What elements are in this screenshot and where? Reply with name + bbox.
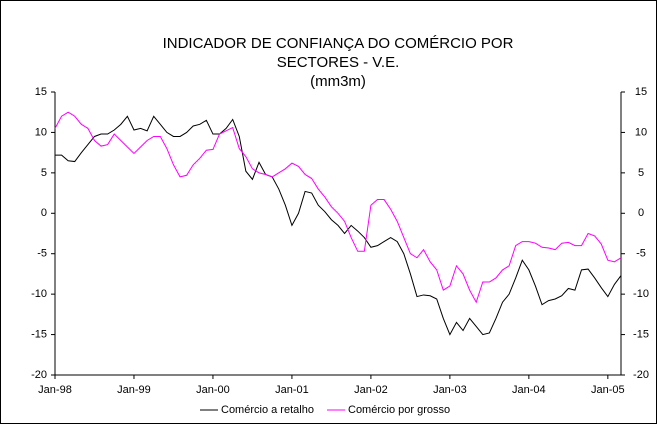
x-tick-label: Jan-03 (433, 384, 467, 396)
y-tick-label: 15 (35, 86, 47, 98)
y-tick-label: 10 (35, 126, 47, 138)
x-tick-label: Jan-05 (591, 384, 625, 396)
x-tick-label: Jan-98 (38, 384, 72, 396)
chart-title: (mm3m) (310, 73, 366, 90)
y-tick-label: -5 (37, 248, 47, 260)
y2-tick-label: -10 (633, 288, 649, 300)
y2-tick-label: 15 (635, 86, 647, 98)
series-line (55, 115, 622, 336)
x-tick-label: Jan-99 (117, 384, 151, 396)
chart-title: SECTORES - V.E. (277, 54, 400, 71)
legend-label: Comércio por grosso (348, 404, 450, 416)
y2-tick-label: -15 (633, 328, 649, 340)
y2-tick-label: -20 (633, 369, 649, 381)
x-tick-label: Jan-04 (512, 384, 546, 396)
y2-tick-label: -5 (636, 248, 646, 260)
y-tick-label: -20 (31, 369, 47, 381)
y2-tick-label: 10 (635, 126, 647, 138)
series-line (54, 111, 622, 304)
chart-title: INDICADOR DE CONFIANÇA DO COMÉRCIO POR (163, 35, 514, 52)
y-tick-label: 0 (41, 207, 47, 219)
x-tick-label: Jan-00 (196, 384, 230, 396)
x-tick-label: Jan-02 (354, 384, 388, 396)
legend-label: Comércio a retalho (221, 404, 314, 416)
y2-tick-label: 5 (638, 167, 644, 179)
x-tick-label: Jan-01 (275, 384, 309, 396)
y-tick-label: -10 (31, 288, 47, 300)
y-tick-label: 5 (41, 167, 47, 179)
y2-tick-label: 0 (638, 207, 644, 219)
y-tick-label: -15 (31, 328, 47, 340)
